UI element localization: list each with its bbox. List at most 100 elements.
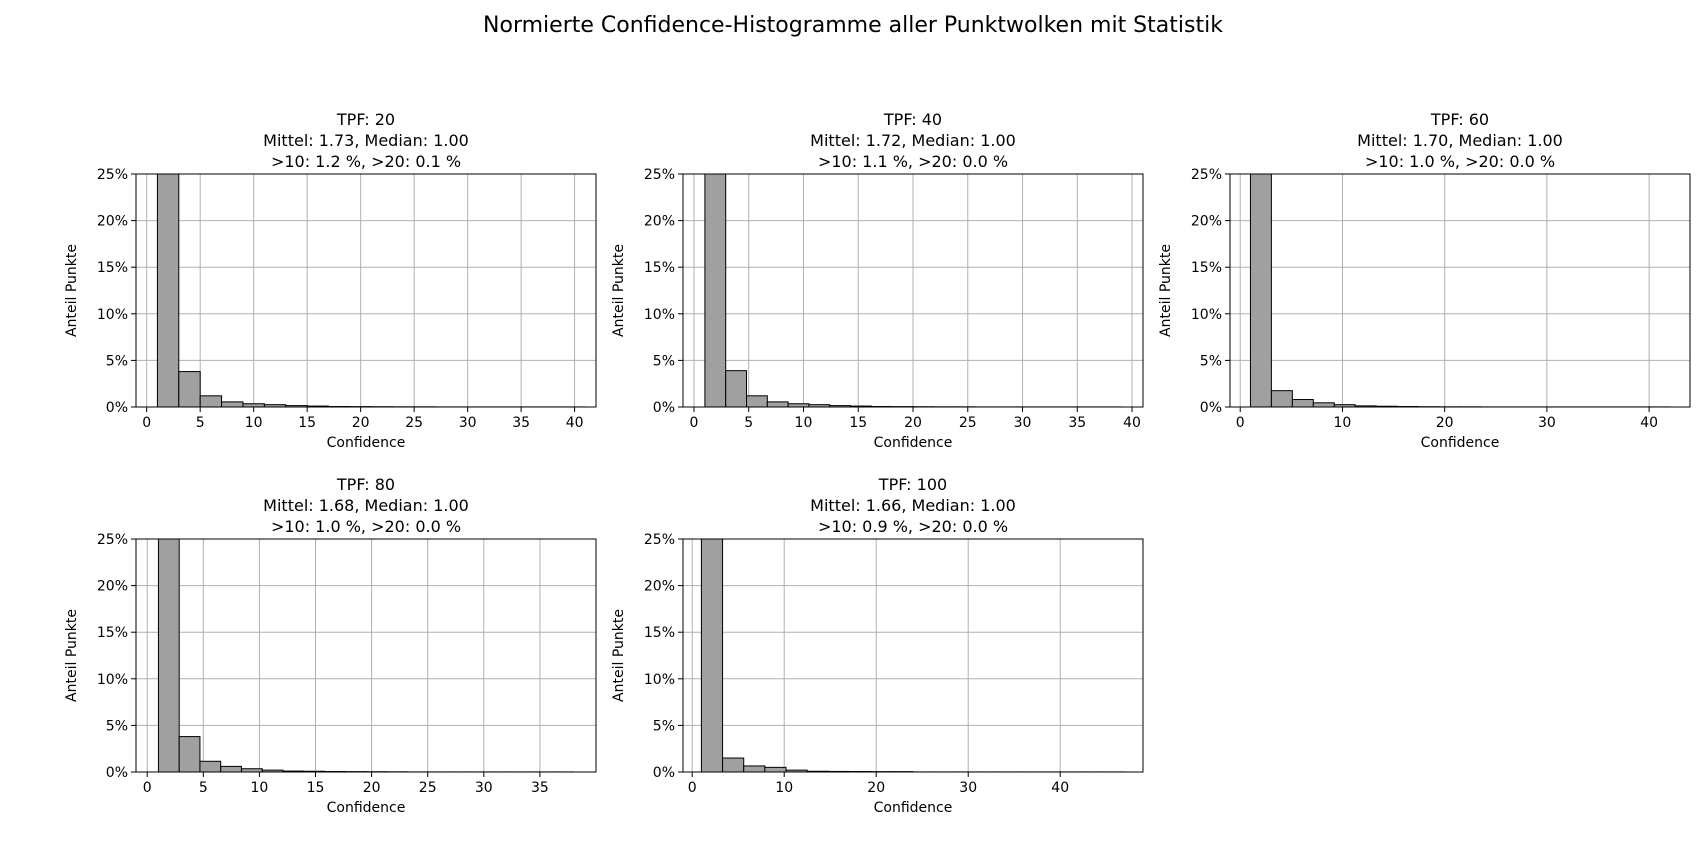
x-tick-label: 0 (688, 780, 697, 796)
subplot-3: 0 10 20 30 40 0% 5% 10% 15% 20% 25% Confidence Antei… (1158, 110, 1691, 451)
y-axis-label: Anteil Punkte (611, 609, 627, 702)
y-tick-label: 0% (106, 765, 128, 781)
y-tick-label: 5% (106, 718, 128, 734)
y-tick-label: 25% (644, 167, 675, 183)
subplot-title-line: Mittel: 1.73, Median: 1.00 (263, 131, 469, 150)
x-tick-label: 15 (298, 415, 316, 431)
histogram-bar (725, 370, 748, 407)
y-tick-label: 25% (97, 167, 128, 183)
axes-frame (135, 173, 597, 408)
histogram-bar (156, 174, 180, 407)
y-tick-label: 20% (97, 214, 128, 230)
x-tick-label: 5 (196, 415, 205, 431)
subplot-grid: 0 5 10 15 20 25 30 35 40 0% 5% 10% 15% 20% 25% Confiden… (64, 110, 1691, 816)
y-tick-label: 20% (644, 579, 675, 595)
subplot-title-line: Mittel: 1.72, Median: 1.00 (810, 131, 1016, 150)
y-tick-label: 5% (1200, 353, 1222, 369)
x-tick-label: 20 (904, 415, 922, 431)
x-tick-label: 30 (475, 780, 493, 796)
y-tick-label: 5% (653, 353, 675, 369)
x-tick-label: 25 (959, 415, 977, 431)
histogram-bar (1312, 402, 1335, 407)
y-tick-label: 15% (97, 260, 128, 276)
subplot-2: 0 5 10 15 20 25 30 35 40 0% 5% 10% 15% 20% 25% Confiden… (611, 110, 1144, 451)
subplot-title-line: TPF: 40 (883, 110, 942, 129)
subplot-title-line: >10: 1.0 %, >20: 0.0 % (1365, 152, 1555, 171)
x-tick-label: 20 (352, 415, 370, 431)
y-axis-label: Anteil Punkte (64, 609, 80, 702)
x-axis-label: Confidence (1421, 435, 1500, 451)
y-tick-label: 20% (97, 579, 128, 595)
x-tick-label: 30 (959, 780, 977, 796)
subplot-title-line: >10: 1.1 %, >20: 0.0 % (818, 152, 1008, 171)
x-tick-label: 25 (405, 415, 423, 431)
y-tick-label: 15% (97, 625, 128, 641)
subplot-title-line: TPF: 20 (336, 110, 395, 129)
subplot-title-line: TPF: 100 (878, 475, 947, 494)
y-tick-label: 15% (1191, 260, 1222, 276)
y-tick-label: 5% (106, 353, 128, 369)
y-tick-label: 10% (644, 672, 675, 688)
y-tick-label: 15% (644, 260, 675, 276)
subplot-title-line: Mittel: 1.66, Median: 1.00 (810, 496, 1016, 515)
x-tick-label: 0 (1236, 415, 1245, 431)
subplot-title-line: TPF: 60 (1430, 110, 1489, 129)
axes-frame (682, 538, 1144, 773)
x-tick-label: 0 (689, 415, 698, 431)
y-tick-label: 20% (644, 214, 675, 230)
subplot-1: 0 5 10 15 20 25 30 35 40 0% 5% 10% 15% 20% 25% Confiden… (64, 110, 597, 451)
histogram-bar (746, 395, 768, 407)
histogram-bar (1291, 399, 1314, 407)
x-tick-label: 0 (142, 415, 151, 431)
x-tick-label: 40 (1123, 415, 1141, 431)
x-tick-label: 5 (744, 415, 753, 431)
x-tick-label: 30 (1538, 415, 1556, 431)
x-tick-label: 10 (251, 780, 269, 796)
y-tick-label: 0% (106, 400, 128, 416)
x-tick-label: 10 (775, 780, 793, 796)
x-tick-label: 40 (566, 415, 584, 431)
x-axis-label: Confidence (327, 800, 406, 816)
x-tick-label: 20 (1436, 415, 1454, 431)
y-tick-label: 15% (644, 625, 675, 641)
x-tick-label: 10 (245, 415, 263, 431)
x-tick-label: 20 (363, 780, 381, 796)
x-axis-label: Confidence (874, 800, 953, 816)
subplot-title-line: Mittel: 1.68, Median: 1.00 (263, 496, 469, 515)
histogram-bar (743, 765, 766, 772)
subplot-title-line: >10: 1.0 %, >20: 0.0 % (271, 517, 461, 536)
y-tick-label: 5% (653, 718, 675, 734)
y-tick-label: 0% (653, 400, 675, 416)
histogram-bar (178, 736, 201, 772)
y-tick-label: 0% (1200, 400, 1222, 416)
x-tick-label: 30 (1014, 415, 1032, 431)
axes-frame (135, 538, 597, 773)
histogram-bar (178, 371, 201, 407)
histogram-bar (199, 760, 222, 772)
x-tick-label: 40 (1051, 780, 1069, 796)
histogram-bar (221, 401, 244, 407)
y-axis-label: Anteil Punkte (1158, 244, 1174, 337)
histogram-bars (156, 174, 586, 407)
x-tick-label: 25 (419, 780, 437, 796)
subplot-5: 0 10 20 30 40 0% 5% 10% 15% 20% 25% Confidence Antei… (611, 475, 1144, 816)
axes-frame (1229, 173, 1691, 408)
histogram-bar (700, 539, 724, 772)
subplot-title-line: Mittel: 1.70, Median: 1.00 (1357, 131, 1563, 150)
y-axis-label: Anteil Punkte (611, 244, 627, 337)
x-tick-label: 15 (307, 780, 325, 796)
x-tick-label: 15 (849, 415, 867, 431)
y-tick-label: 10% (644, 307, 675, 323)
subplot-title-line: TPF: 80 (336, 475, 395, 494)
x-tick-label: 20 (867, 780, 885, 796)
x-axis-label: Confidence (874, 435, 953, 451)
x-tick-label: 5 (199, 780, 208, 796)
histogram-bar (1270, 390, 1293, 407)
x-tick-label: 10 (1334, 415, 1352, 431)
x-tick-label: 40 (1640, 415, 1658, 431)
y-tick-label: 0% (653, 765, 675, 781)
histogram-bar (764, 766, 787, 772)
x-tick-label: 10 (795, 415, 813, 431)
x-tick-label: 35 (531, 780, 549, 796)
